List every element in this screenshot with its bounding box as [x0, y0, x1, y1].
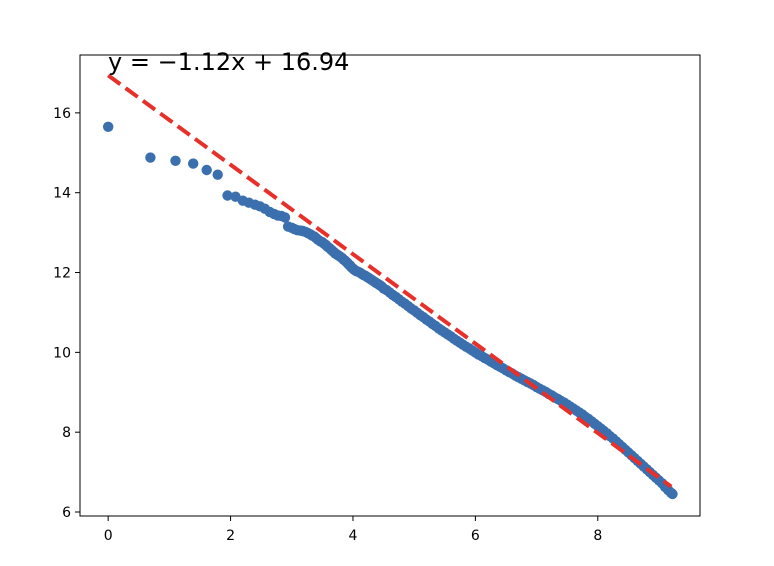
scatter-point	[170, 155, 181, 166]
scatter-point	[145, 152, 156, 163]
plot-area	[80, 55, 700, 516]
x-tick-label: 4	[349, 528, 358, 544]
y-axis-ticks: 6 8 10 12 14 16	[53, 106, 80, 521]
scatter-point	[279, 212, 291, 223]
scatter-point	[188, 158, 199, 169]
y-tick-label: 14	[53, 186, 71, 202]
y-tick-label: 6	[62, 505, 71, 521]
x-tick-label: 0	[104, 528, 113, 544]
x-axis-ticks: 0 2 4 6 8	[104, 516, 602, 544]
scatter-point	[667, 488, 678, 500]
y-tick-label: 16	[53, 106, 71, 122]
scatter-point	[212, 169, 223, 180]
x-tick-label: 8	[593, 528, 602, 544]
x-tick-label: 6	[471, 528, 480, 544]
scatter-point	[103, 121, 114, 132]
fit-line-layer	[107, 73, 673, 489]
scatter-point	[201, 164, 212, 176]
x-tick-label: 2	[226, 528, 235, 544]
y-tick-label: 10	[53, 345, 71, 361]
y-tick-label: 12	[53, 266, 71, 282]
plot-frame	[79, 54, 701, 517]
y-tick-label: 8	[62, 425, 71, 441]
fit-line	[107, 73, 673, 489]
equation-label: y = −1.12x + 16.94	[108, 48, 349, 76]
scatter-point	[222, 190, 233, 201]
